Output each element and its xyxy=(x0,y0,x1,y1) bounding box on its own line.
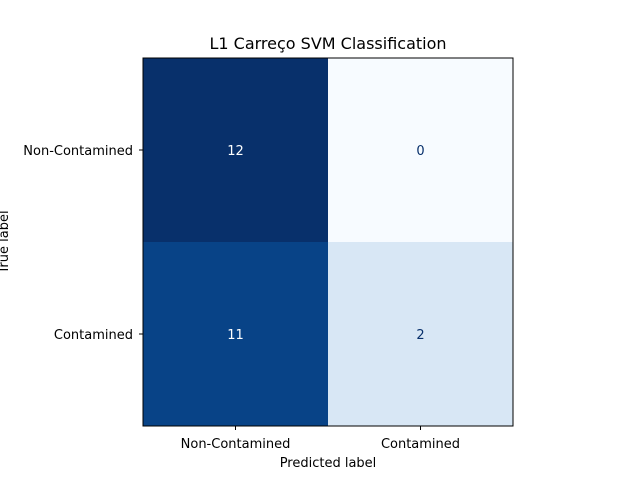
heatmap-cells xyxy=(143,58,513,426)
x-tick-label-1: Contamined xyxy=(381,437,460,452)
heatmap-value-r1-c1: 2 xyxy=(416,328,424,343)
chart-title: L1 Carreço SVM Classification xyxy=(209,34,446,53)
heatmap-value-r0-c0: 12 xyxy=(227,144,244,159)
x-tick-label-0: Non-Contamined xyxy=(181,437,291,452)
x-axis-label: Predicted label xyxy=(280,456,377,471)
heatmap-value-r1-c0: 11 xyxy=(227,328,244,343)
y-tick-label-0: Non-Contamined xyxy=(23,144,133,159)
y-tick-label-1: Contamined xyxy=(54,328,133,343)
heatmap-value-r0-c1: 0 xyxy=(416,144,424,159)
y-axis-label: True label xyxy=(0,210,12,274)
